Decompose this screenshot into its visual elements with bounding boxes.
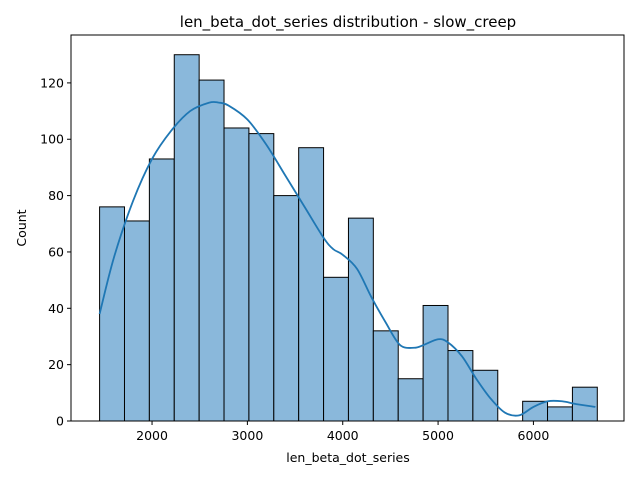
y-axis: 0 20 40 60 80 100 120	[40, 75, 71, 429]
histogram-bar-1	[99, 206, 125, 422]
y-tick-label: 100	[40, 132, 64, 147]
histogram-bar-7	[248, 133, 275, 422]
histogram-bar-10	[323, 276, 349, 422]
y-tick-label: 40	[48, 301, 64, 316]
histogram-bar-12	[372, 330, 399, 422]
x-axis: 2000 3000 4000 5000 6000	[136, 421, 549, 443]
x-tick-label: 3000	[231, 428, 263, 443]
histogram-bar-6	[223, 127, 250, 422]
histogram-bar-13	[397, 378, 424, 422]
histogram-bar-14	[422, 304, 449, 422]
y-tick-label: 60	[48, 244, 64, 259]
x-tick-label: 2000	[136, 428, 168, 443]
y-tick-label: 20	[48, 357, 64, 372]
kde-curve	[98, 100, 596, 417]
y-tick-label: 80	[48, 188, 64, 203]
y-tick-label: 120	[40, 75, 64, 90]
histogram-bar-3	[148, 158, 175, 422]
x-axis-label: len_beta_dot_series	[286, 450, 410, 465]
histogram-bar-8	[273, 195, 300, 422]
histogram-bar-4	[173, 54, 200, 422]
x-tick-label: 4000	[327, 428, 359, 443]
histogram-bar-5	[198, 79, 225, 422]
histogram-bar-2	[123, 220, 150, 422]
bars-layer	[99, 54, 598, 422]
x-tick-label: 6000	[518, 428, 550, 443]
y-tick-label: 0	[56, 414, 64, 429]
y-axis-label: Count	[14, 209, 29, 246]
histogram-bar-19	[547, 406, 573, 422]
x-tick-label: 5000	[422, 428, 454, 443]
kde-layer	[98, 100, 596, 417]
histogram-bar-15	[447, 350, 474, 422]
histogram-bar-11	[347, 217, 374, 422]
histogram-bar-9	[298, 147, 325, 422]
plot-frame	[70, 34, 625, 422]
chart-title: len_beta_dot_series distribution - slow_…	[180, 13, 516, 32]
